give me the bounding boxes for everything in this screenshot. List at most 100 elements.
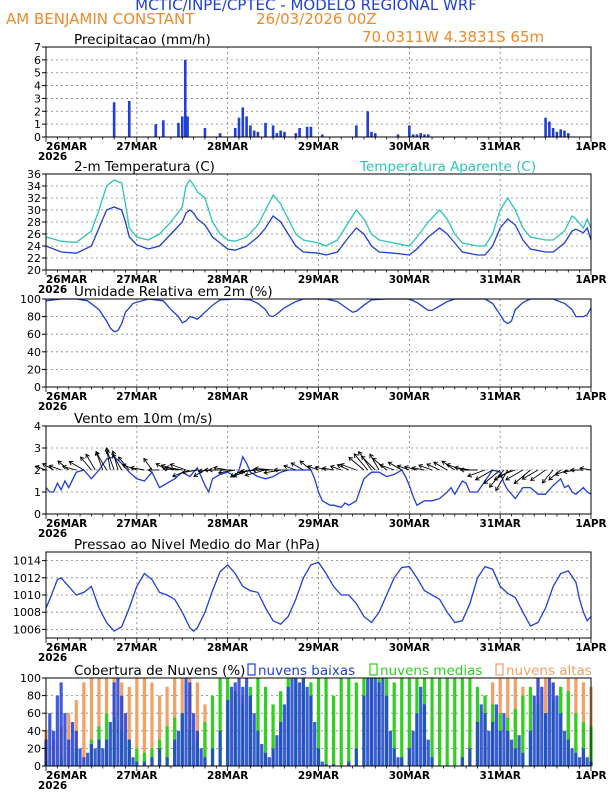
wind-arrow [372, 457, 387, 471]
cloud-bar-nuvens-medias [354, 682, 358, 766]
wind-arrow [112, 450, 119, 471]
wind-arrow-head [554, 471, 560, 477]
cloud-bar-nuvens-baixas [67, 739, 71, 766]
cloud-bar-nuvens-baixas [373, 678, 377, 766]
wind-arrow-head [217, 469, 223, 475]
cloud-bar-nuvens-altas [127, 686, 131, 766]
cloud-bar-nuvens-medias [574, 713, 578, 766]
precip-bar [218, 133, 222, 137]
clouds-ytick-label: 100 [20, 672, 41, 685]
rh-xtick-label: 29MAR [298, 391, 339, 403]
wind-arrow [49, 465, 62, 471]
wind-arrow [379, 464, 395, 471]
cloud-bar-nuvens-baixas [415, 713, 419, 766]
pressure-xtick-label: 29MAR [298, 642, 339, 654]
wind-arrow-head [68, 461, 74, 466]
cloud-bar-nuvens-baixas [267, 757, 271, 766]
wind-arrow-head [529, 476, 535, 481]
precip-bar [241, 107, 245, 137]
cloud-bar-nuvens-baixas [517, 735, 521, 766]
precip-bar [555, 131, 559, 137]
cloud-bar-nuvens-baixas [260, 744, 264, 766]
wind-arrow-head [493, 476, 499, 481]
pressure-title: Pressao ao Nivel Medio do Mar (hPa) [74, 537, 320, 553]
wind-arrow-head [213, 465, 218, 471]
wind-arrow [218, 469, 236, 474]
cloud-bar-nuvens-baixas [347, 761, 351, 766]
cloud-bar-nuvens-medias [521, 695, 525, 766]
wind-arrow-head [34, 464, 40, 470]
cloud-bar-nuvens-baixas [150, 757, 154, 766]
wind-title: Vento em 10m (m/s) [74, 411, 213, 427]
cloud-bar-nuvens-baixas [48, 713, 52, 766]
cloud-bar-nuvens-medias [165, 726, 169, 766]
wind-arrow [369, 454, 380, 471]
cloud-bar-nuvens-baixas [108, 722, 112, 766]
cloud-bar-nuvens-medias [203, 722, 207, 766]
wind-arrow [122, 464, 137, 471]
cloud-bar-nuvens-baixas [585, 757, 589, 766]
wind-arrow-head [197, 468, 203, 474]
wind-arrow [358, 451, 372, 471]
cloud-bar-nuvens-medias [256, 678, 260, 766]
cloud-bar-nuvens-medias [316, 678, 321, 766]
wind-arrow-head [171, 472, 177, 478]
cloud-bar-nuvens-baixas [392, 748, 396, 766]
precip-bar [298, 128, 301, 137]
rh-plot-area [46, 299, 591, 387]
cloud-bar-nuvens-baixas [543, 713, 548, 766]
wind-arrow-head [548, 475, 553, 481]
precip-xtick-label: 26MAR [46, 141, 87, 153]
wind-arrow-head [48, 464, 54, 470]
pressure-xtick-label: 28MAR [207, 642, 248, 654]
wind-year-label: 2026 [38, 528, 67, 540]
cloud-bar-nuvens-baixas [101, 748, 105, 766]
cloud-bar-nuvens-baixas [487, 730, 491, 766]
precip-bar [396, 134, 400, 137]
cloud-bar-nuvens-medias [400, 678, 404, 766]
wind-arrow [433, 461, 448, 471]
cloud-bar-nuvens-baixas [82, 757, 86, 766]
wind-arrow-head [453, 465, 459, 471]
precip-bar [423, 134, 426, 137]
wind-arrow-head [160, 463, 166, 469]
wind-xtick-label: 27MAR [116, 518, 157, 530]
cloud-bar-nuvens-baixas [301, 678, 305, 766]
wind-arrow-head [426, 463, 431, 468]
wind-arrow-head [445, 463, 451, 468]
wind-arrow-head [541, 478, 547, 484]
cloud-bar-nuvens-baixas [419, 686, 423, 766]
pressure-ytick-label: 1014 [13, 555, 41, 568]
wind-arrow [522, 469, 539, 480]
cloud-bar-nuvens-medias [453, 678, 457, 766]
precip-bar [309, 126, 313, 137]
cloud-bar-nuvens-baixas [555, 695, 559, 766]
wind-arrow [85, 454, 96, 471]
precip-ytick-label: 3 [34, 92, 41, 105]
clouds-xtick-label: 30MAR [389, 770, 430, 782]
cloud-bar-nuvens-baixas [192, 713, 196, 766]
wind-xtick-label: 1APR [575, 518, 606, 530]
wind-arrow [514, 469, 531, 484]
cloud-bar-nuvens-baixas [104, 739, 109, 766]
precip-bar [249, 125, 252, 137]
cloud-bar-nuvens-baixas [381, 678, 385, 766]
rh-title: Umidade Relativa em 2m (%) [74, 284, 273, 300]
pressure-xtick-label: 30MAR [389, 642, 430, 654]
wind-arrow [35, 465, 47, 471]
cloud-bar-nuvens-baixas [396, 757, 400, 766]
wind-ytick-label: 2 [34, 464, 41, 477]
cloud-bar-nuvens-baixas [521, 752, 525, 766]
wind-arrow-head [403, 465, 409, 470]
cloud-bar-nuvens-baixas [559, 713, 563, 766]
clouds-year-label: 2026 [38, 780, 67, 792]
temp-xtick-label: 27MAR [116, 274, 157, 286]
wind-arrow-head [396, 464, 402, 470]
precip-bar [245, 116, 248, 137]
wind-arrow-head [348, 456, 353, 462]
cloud-bar-nuvens-baixas [157, 748, 162, 766]
cloud-bar-nuvens-baixas [498, 730, 502, 766]
temp-ytick-label: 30 [27, 204, 41, 217]
wind-arrow-head [378, 463, 384, 469]
wind-arrow-head [562, 469, 568, 475]
